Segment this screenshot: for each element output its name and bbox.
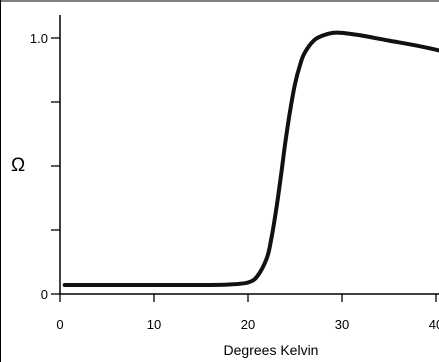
x-tick-label: 10 [147, 317, 161, 332]
x-tick-label: 0 [56, 317, 63, 332]
y-axis-label: Ω [11, 155, 25, 176]
x-tick-label: 40 [429, 317, 439, 332]
x-ticks: 0 10 20 30 40 [56, 294, 439, 332]
x-tick-label: 20 [241, 317, 255, 332]
x-tick-label: 30 [335, 317, 349, 332]
x-axis-label: Degrees Kelvin [224, 342, 319, 358]
data-line [62, 30, 439, 288]
y-tick-label: 0 [41, 287, 48, 302]
y-tick-label: 1.0 [30, 31, 48, 46]
y-ticks: 01.0 [30, 31, 60, 302]
